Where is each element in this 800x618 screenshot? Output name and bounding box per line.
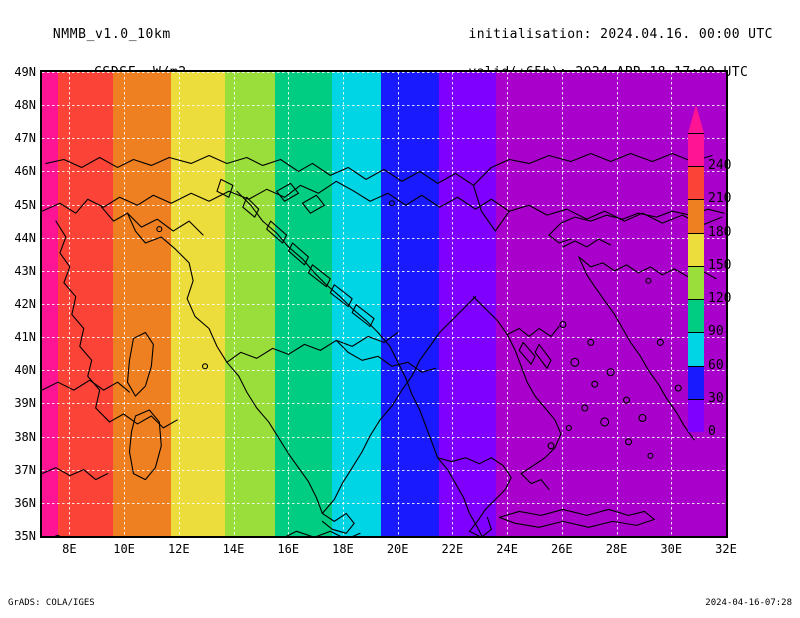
colorbar-segment <box>688 299 704 333</box>
longitude-tick-label: 26E <box>550 542 573 556</box>
latitude-tick-label: 37N <box>14 462 36 477</box>
longitude-tick-label: 32E <box>715 542 737 556</box>
colorbar-tick-label: 180 <box>708 224 732 240</box>
colorbar-segment <box>688 265 704 300</box>
latitude-axis: 49N 48N 47N 46N 45N 44N 43N 42N 41N 40N 39N 38N 37N 3… <box>0 65 36 543</box>
latitude-tick-label: 45N <box>14 197 36 212</box>
colorbar-tick-label: 240 <box>708 158 732 174</box>
colorbar-tick-label: 30 <box>708 390 724 406</box>
latitude-tick-label: 35N <box>14 529 36 543</box>
colorbar-tick-label: 150 <box>708 257 732 273</box>
longitude-tick-label: 8E <box>62 542 77 556</box>
latitude-tick-label: 48N <box>14 98 36 113</box>
colorbar-tick-label: 90 <box>708 324 724 340</box>
latitude-tick-label: 38N <box>14 429 36 444</box>
colorbar-segment <box>688 232 704 266</box>
latitude-tick-label: 46N <box>14 164 36 179</box>
latitude-tick-label: 47N <box>14 131 36 146</box>
latitude-tick-label: 41N <box>14 330 36 345</box>
colorbar-segment <box>688 133 704 167</box>
colorbar[interactable] <box>688 105 704 432</box>
longitude-tick-label: 28E <box>605 542 628 556</box>
latitude-tick-label: 49N <box>14 65 36 79</box>
longitude-tick-label: 18E <box>332 542 354 556</box>
latitude-tick-label: 43N <box>14 263 36 278</box>
colorbar-segment <box>688 199 704 233</box>
coastline-overlay <box>42 152 725 536</box>
longitude-tick-label: 16E <box>277 542 300 556</box>
longitude-tick-label: 22E <box>441 542 464 556</box>
gridline-horizontal <box>42 536 726 537</box>
colorbar-segment <box>688 398 704 432</box>
initialisation-label: initialisation: 2024.04.16. 00:00 UTC <box>468 27 773 42</box>
longitude-tick-label: 20E <box>386 542 409 556</box>
longitude-tick-label: 14E <box>222 542 245 556</box>
latitude-tick-label: 42N <box>14 297 36 311</box>
colorbar-tick-label: 60 <box>708 357 724 373</box>
longitude-tick-label: 12E <box>167 542 190 556</box>
latitude-tick-label: 40N <box>14 363 36 378</box>
longitude-axis: 8E 10E 12E 14E 16E 18E 20E 22E 24E 26E 28E 30E 32E <box>40 540 737 562</box>
colorbar-tick-label: 210 <box>708 191 732 207</box>
colorbar-segment <box>688 166 704 200</box>
colorbar-tick-label: 0 <box>708 424 716 439</box>
colorbar-extend-arrow <box>688 105 704 133</box>
longitude-tick-label: 10E <box>113 542 135 556</box>
colorbar-segment <box>688 365 704 399</box>
colorbar-segment <box>688 332 704 366</box>
render-timestamp: 2024-04-16-07:28 <box>705 598 792 608</box>
longitude-tick-label: 30E <box>660 542 683 556</box>
longitude-tick-label: 24E <box>496 542 518 556</box>
latitude-tick-label: 39N <box>14 396 36 411</box>
grads-credit: GrADS: COLA/IGES <box>8 598 95 608</box>
colorbar-tick-label: 120 <box>708 291 732 307</box>
latitude-tick-label: 36N <box>14 495 36 510</box>
latitude-tick-label: 44N <box>14 230 36 245</box>
map-plot-area[interactable] <box>40 70 728 538</box>
model-title: NMMB_v1.0_10km <box>52 27 171 42</box>
